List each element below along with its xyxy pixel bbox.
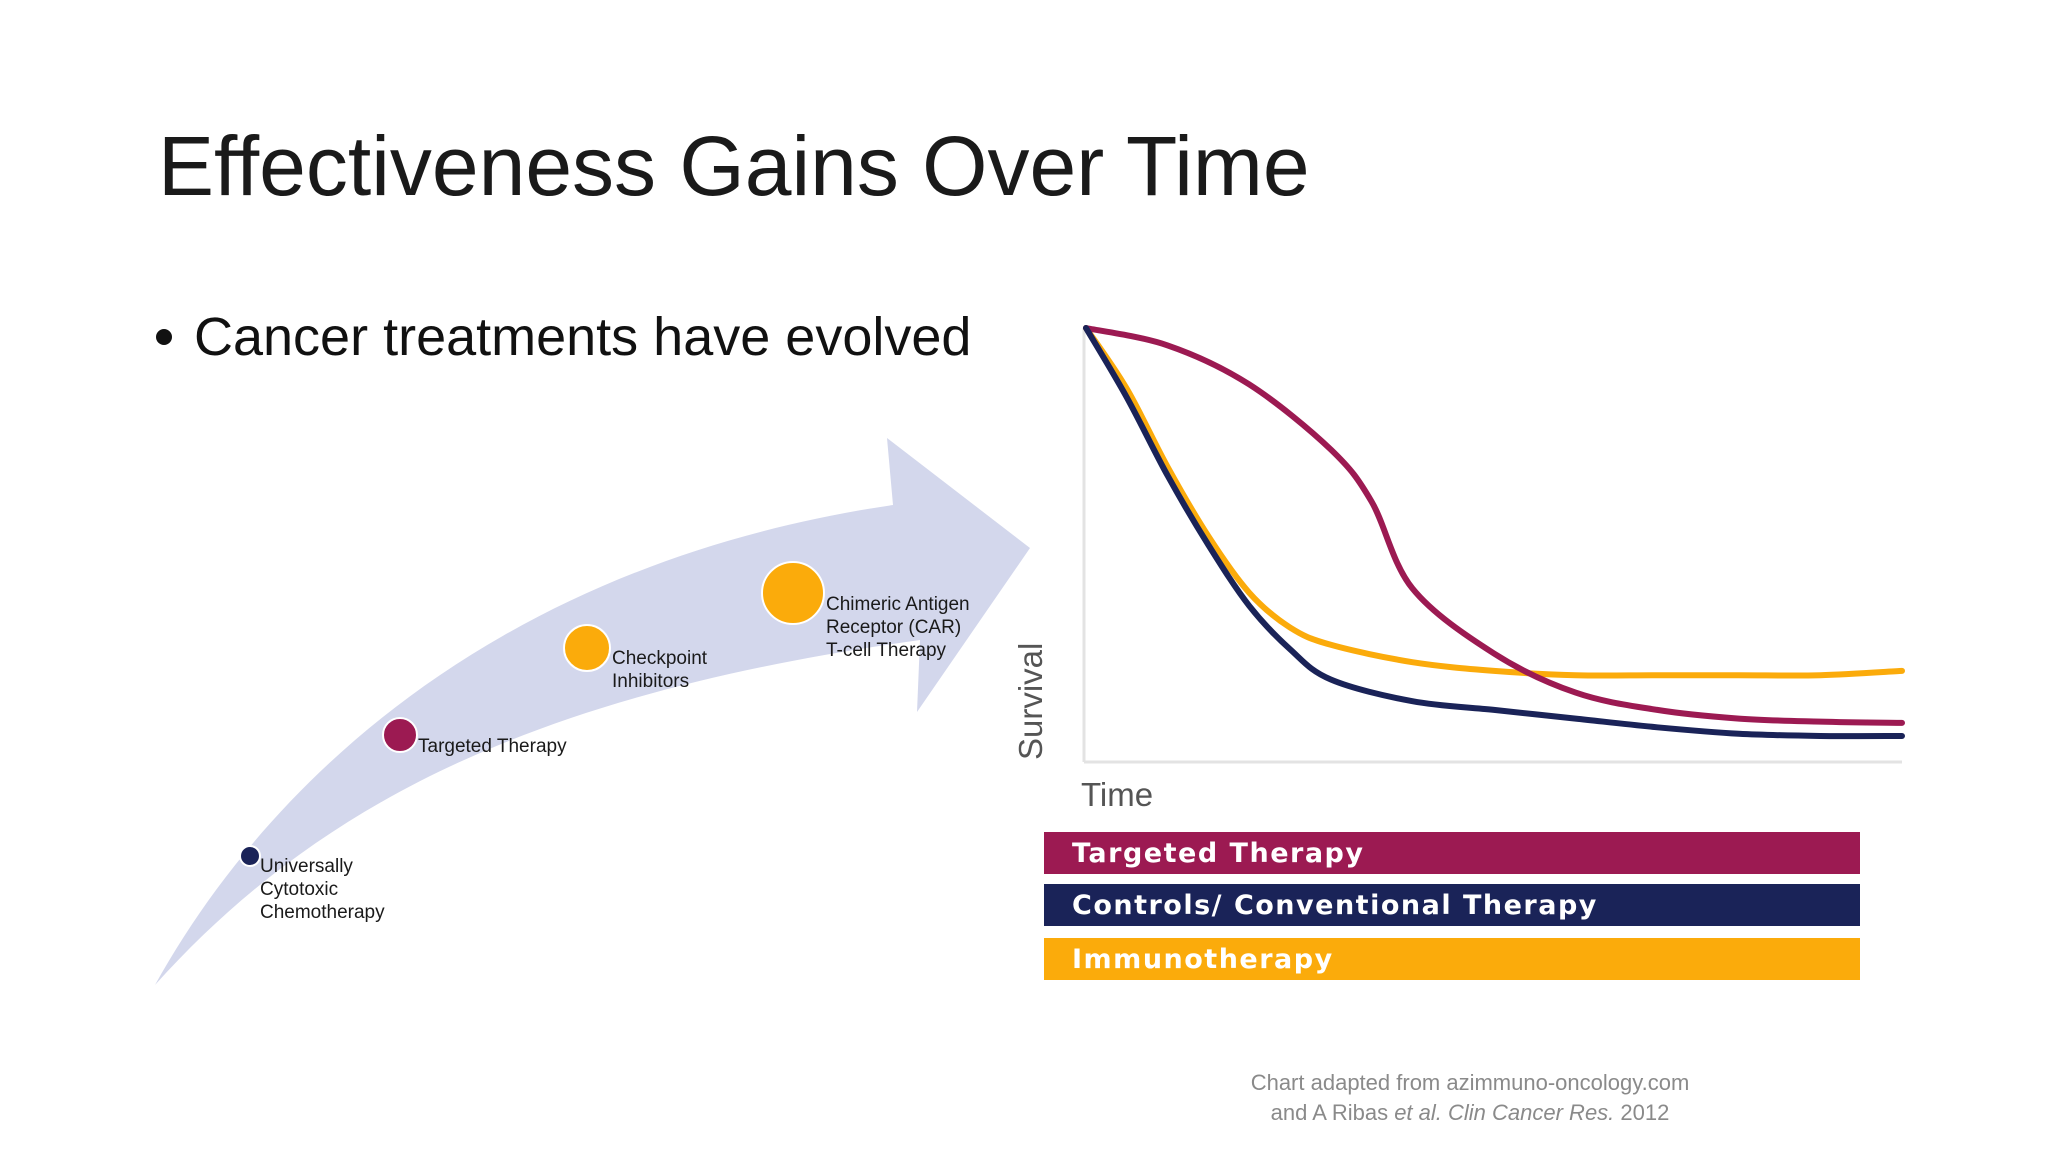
milestone-dot-chemotherapy — [239, 845, 261, 867]
source-citation: Chart adapted from azimmuno-oncology.com… — [1190, 1068, 1750, 1128]
source-line-2: and A Ribas et al. Clin Cancer Res. 2012 — [1190, 1098, 1750, 1128]
series-line-immunotherapy — [1083, 325, 1905, 679]
label-line: T-cell Therapy — [826, 640, 947, 661]
slide-title: Effectiveness Gains Over Time — [158, 119, 1310, 213]
label-line: Checkpoint — [612, 648, 708, 669]
source-line-1: Chart adapted from azimmuno-oncology.com — [1250, 1070, 1690, 1095]
series-line-targeted-therapy — [1083, 325, 1905, 726]
label-line: Chimeric Antigen — [826, 594, 970, 615]
milestone-dot-targeted-therapy — [382, 717, 418, 753]
series-line-conventional-therapy — [1083, 325, 1905, 740]
source-year: 2012 — [1614, 1100, 1670, 1125]
bullet-text: Cancer treatments have evolved — [194, 307, 972, 367]
label-line: Inhibitors — [612, 671, 690, 692]
source-authors: and A Ribas — [1270, 1100, 1395, 1125]
milestone-label-chemotherapy: Universally Cytotoxic Chemotherapy — [260, 855, 385, 924]
bullet-item: Cancer treatments have evolved — [156, 306, 971, 368]
y-axis-label: Survival — [1012, 642, 1049, 760]
legend-conventional-therapy: Controls/ Conventional Therapy — [1044, 884, 1860, 926]
milestone-label-targeted-therapy: Targeted Therapy — [418, 735, 567, 758]
label-line: Chemotherapy — [260, 902, 385, 923]
source-journal: Clin Cancer Res. — [1448, 1100, 1615, 1125]
milestone-dot-car-t-cell — [761, 561, 825, 625]
milestone-dot-checkpoint-inhibitors — [563, 624, 611, 672]
x-axis-label: Time — [1081, 776, 1154, 813]
label-line: Receptor (CAR) — [826, 617, 962, 638]
label-line: Cytotoxic — [260, 879, 339, 900]
source-etal: et al. — [1394, 1100, 1442, 1125]
legend-immunotherapy: Immunotherapy — [1044, 938, 1860, 980]
milestone-label-car-t-cell: Chimeric Antigen Receptor (CAR) T-cell T… — [826, 593, 970, 662]
legend-targeted-therapy: Targeted Therapy — [1044, 832, 1860, 874]
label-line: Targeted Therapy — [418, 736, 567, 757]
label-line: Universally — [260, 856, 353, 877]
bullet-dot-icon — [156, 329, 172, 345]
milestone-label-checkpoint-inhibitors: Checkpoint Inhibitors — [612, 647, 707, 693]
